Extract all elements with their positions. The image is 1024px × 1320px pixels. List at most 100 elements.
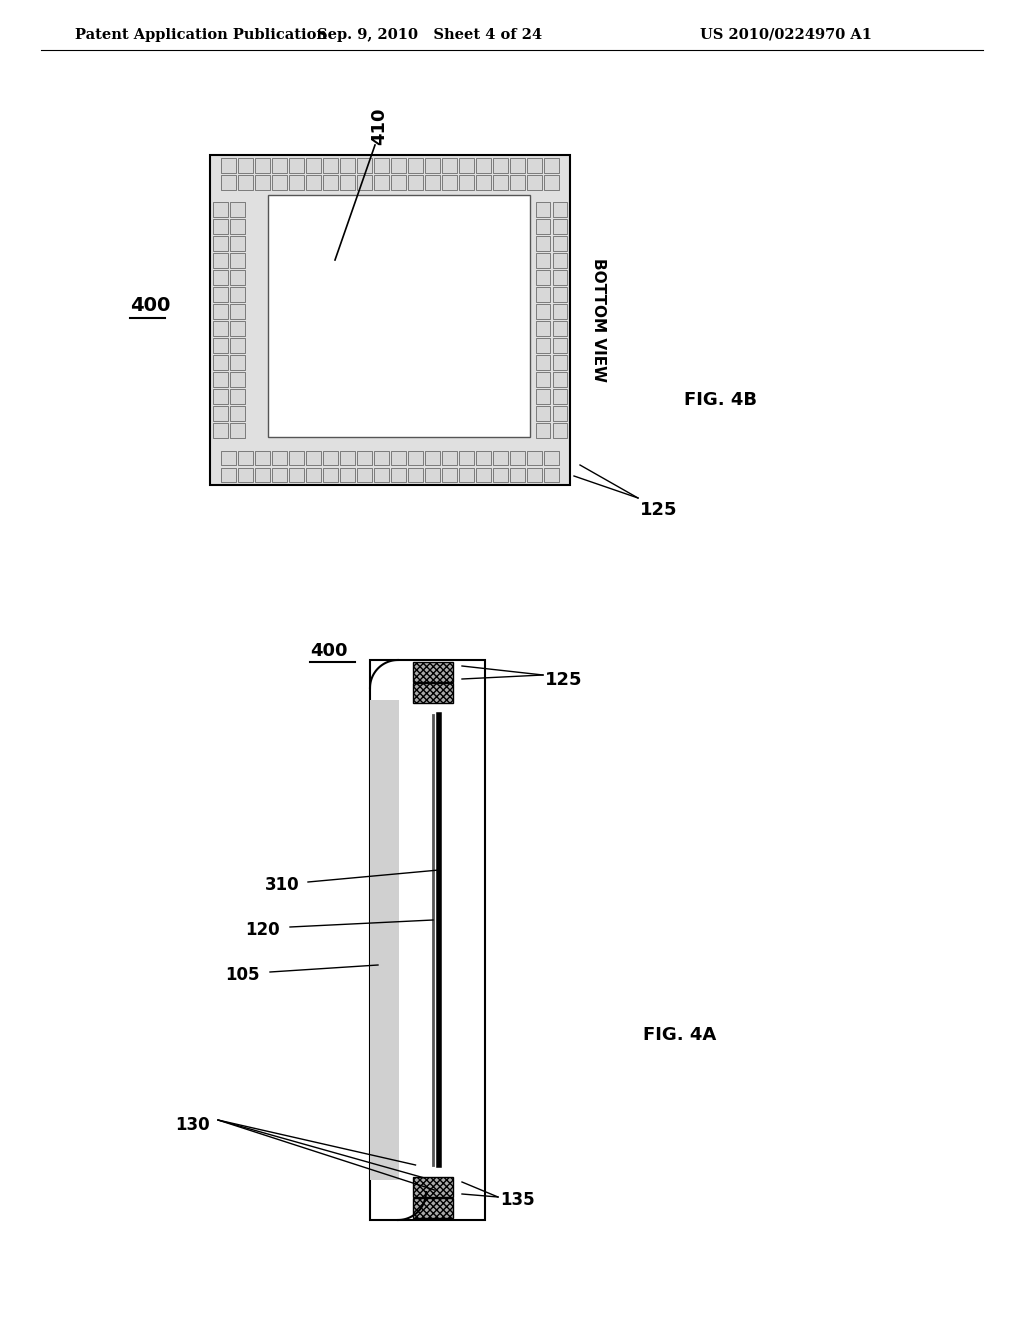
Bar bbox=[213, 236, 227, 251]
Bar bbox=[374, 176, 389, 190]
Bar bbox=[391, 158, 406, 173]
Bar bbox=[527, 467, 542, 482]
Bar bbox=[324, 158, 338, 173]
Bar bbox=[213, 355, 227, 370]
Text: 130: 130 bbox=[175, 1115, 210, 1134]
Bar bbox=[340, 467, 354, 482]
Bar bbox=[425, 176, 439, 190]
Bar bbox=[413, 1199, 453, 1218]
Bar bbox=[357, 467, 372, 482]
Bar bbox=[536, 355, 550, 370]
Bar bbox=[306, 450, 321, 465]
Bar bbox=[413, 682, 453, 704]
Bar bbox=[324, 176, 338, 190]
Bar bbox=[544, 450, 559, 465]
Bar bbox=[221, 450, 236, 465]
Bar bbox=[221, 467, 236, 482]
Bar bbox=[459, 467, 474, 482]
Bar bbox=[221, 176, 236, 190]
Bar bbox=[459, 176, 474, 190]
Bar bbox=[230, 389, 245, 404]
Bar bbox=[425, 158, 439, 173]
Text: 105: 105 bbox=[225, 966, 259, 983]
Bar bbox=[544, 467, 559, 482]
Bar bbox=[553, 321, 567, 335]
Bar bbox=[476, 467, 490, 482]
Bar bbox=[442, 176, 457, 190]
Bar bbox=[213, 389, 227, 404]
Text: 410: 410 bbox=[370, 107, 388, 145]
Bar bbox=[425, 450, 439, 465]
Bar bbox=[255, 450, 269, 465]
Text: US 2010/0224970 A1: US 2010/0224970 A1 bbox=[700, 28, 872, 42]
Bar bbox=[536, 304, 550, 318]
Bar bbox=[553, 271, 567, 285]
Bar bbox=[289, 467, 304, 482]
Bar bbox=[553, 338, 567, 352]
Bar bbox=[230, 253, 245, 268]
Bar bbox=[527, 176, 542, 190]
Bar bbox=[213, 253, 227, 268]
Bar bbox=[476, 450, 490, 465]
Bar bbox=[510, 158, 524, 173]
Bar bbox=[553, 407, 567, 421]
Bar bbox=[370, 660, 485, 1220]
Bar bbox=[391, 450, 406, 465]
Bar bbox=[553, 253, 567, 268]
Bar bbox=[553, 355, 567, 370]
Bar bbox=[442, 450, 457, 465]
Bar bbox=[536, 389, 550, 404]
Bar bbox=[239, 158, 253, 173]
Bar bbox=[324, 467, 338, 482]
Bar bbox=[494, 450, 508, 465]
Text: 310: 310 bbox=[265, 876, 300, 894]
Bar bbox=[210, 154, 570, 484]
Bar bbox=[553, 219, 567, 234]
Bar bbox=[230, 338, 245, 352]
Bar bbox=[289, 158, 304, 173]
Bar bbox=[442, 158, 457, 173]
Text: 125: 125 bbox=[545, 671, 583, 689]
Bar bbox=[255, 158, 269, 173]
Text: Patent Application Publication: Patent Application Publication bbox=[75, 28, 327, 42]
Bar bbox=[510, 450, 524, 465]
Bar bbox=[494, 176, 508, 190]
Bar bbox=[289, 176, 304, 190]
Bar bbox=[374, 450, 389, 465]
Bar bbox=[510, 176, 524, 190]
Bar bbox=[391, 467, 406, 482]
Bar bbox=[536, 236, 550, 251]
Bar bbox=[527, 450, 542, 465]
Bar bbox=[553, 304, 567, 318]
Bar bbox=[324, 450, 338, 465]
Bar bbox=[391, 176, 406, 190]
Bar bbox=[409, 450, 423, 465]
Bar bbox=[230, 424, 245, 438]
Bar bbox=[409, 467, 423, 482]
Bar bbox=[213, 288, 227, 302]
Text: 120: 120 bbox=[245, 921, 280, 939]
Bar bbox=[239, 176, 253, 190]
Bar bbox=[544, 176, 559, 190]
Bar bbox=[230, 271, 245, 285]
Bar bbox=[553, 202, 567, 216]
Bar bbox=[357, 158, 372, 173]
Bar bbox=[536, 338, 550, 352]
Bar bbox=[239, 450, 253, 465]
Bar bbox=[239, 467, 253, 482]
Bar bbox=[374, 467, 389, 482]
Bar bbox=[213, 372, 227, 387]
Bar bbox=[306, 467, 321, 482]
Bar bbox=[409, 176, 423, 190]
Bar bbox=[442, 467, 457, 482]
Bar bbox=[536, 288, 550, 302]
Bar bbox=[255, 467, 269, 482]
Bar bbox=[272, 467, 287, 482]
Bar bbox=[425, 467, 439, 482]
Bar bbox=[272, 450, 287, 465]
Bar bbox=[340, 176, 354, 190]
Bar bbox=[370, 700, 398, 1180]
Bar bbox=[536, 372, 550, 387]
Text: FIG. 4B: FIG. 4B bbox=[683, 391, 757, 409]
Bar bbox=[230, 288, 245, 302]
